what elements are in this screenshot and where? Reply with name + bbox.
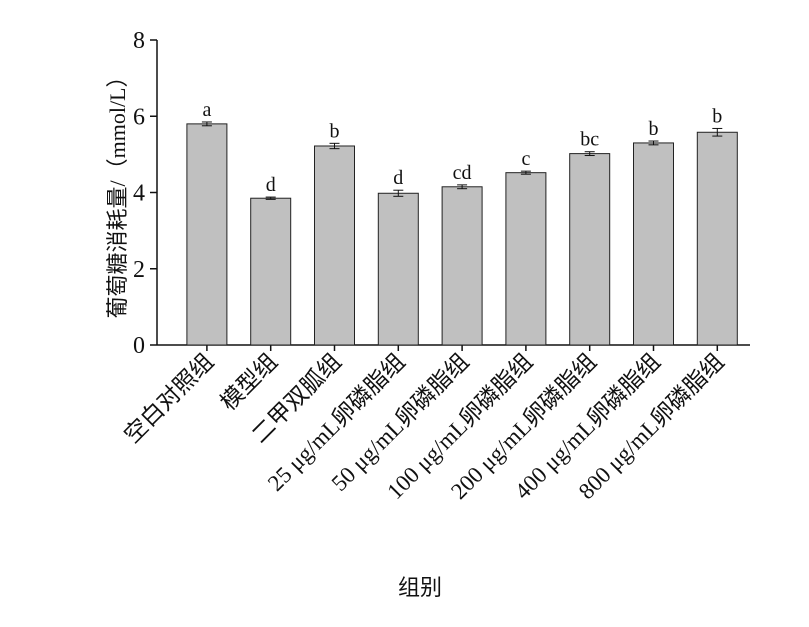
y-tick-label: 8: [133, 28, 145, 54]
significance-label: bc: [580, 129, 599, 151]
y-tick-label: 4: [133, 181, 145, 207]
significance-label: b: [712, 105, 722, 127]
bar: [569, 153, 611, 346]
significance-label: b: [649, 118, 659, 140]
bar: [633, 142, 674, 346]
bar: [505, 172, 547, 346]
significance-label: a: [202, 99, 211, 121]
bar: [441, 186, 483, 346]
y-tick-label: 0: [133, 333, 145, 359]
bar: [696, 131, 738, 346]
significance-label: d: [393, 167, 403, 189]
bar: [186, 123, 228, 346]
significance-label: d: [266, 174, 276, 196]
x-axis-title: 组别: [398, 575, 442, 600]
bar: [314, 145, 355, 346]
bar: [377, 192, 419, 346]
significance-label: b: [330, 120, 340, 142]
significance-label: c: [521, 148, 530, 170]
significance-label: cd: [453, 162, 472, 184]
x-tick-label: 空白对照组: [119, 349, 218, 448]
y-axis-title: 葡萄糖消耗量/（mmol/L）: [105, 65, 130, 318]
y-tick-label: 6: [133, 104, 145, 130]
bar: [250, 197, 292, 346]
y-tick-label: 2: [133, 257, 145, 283]
